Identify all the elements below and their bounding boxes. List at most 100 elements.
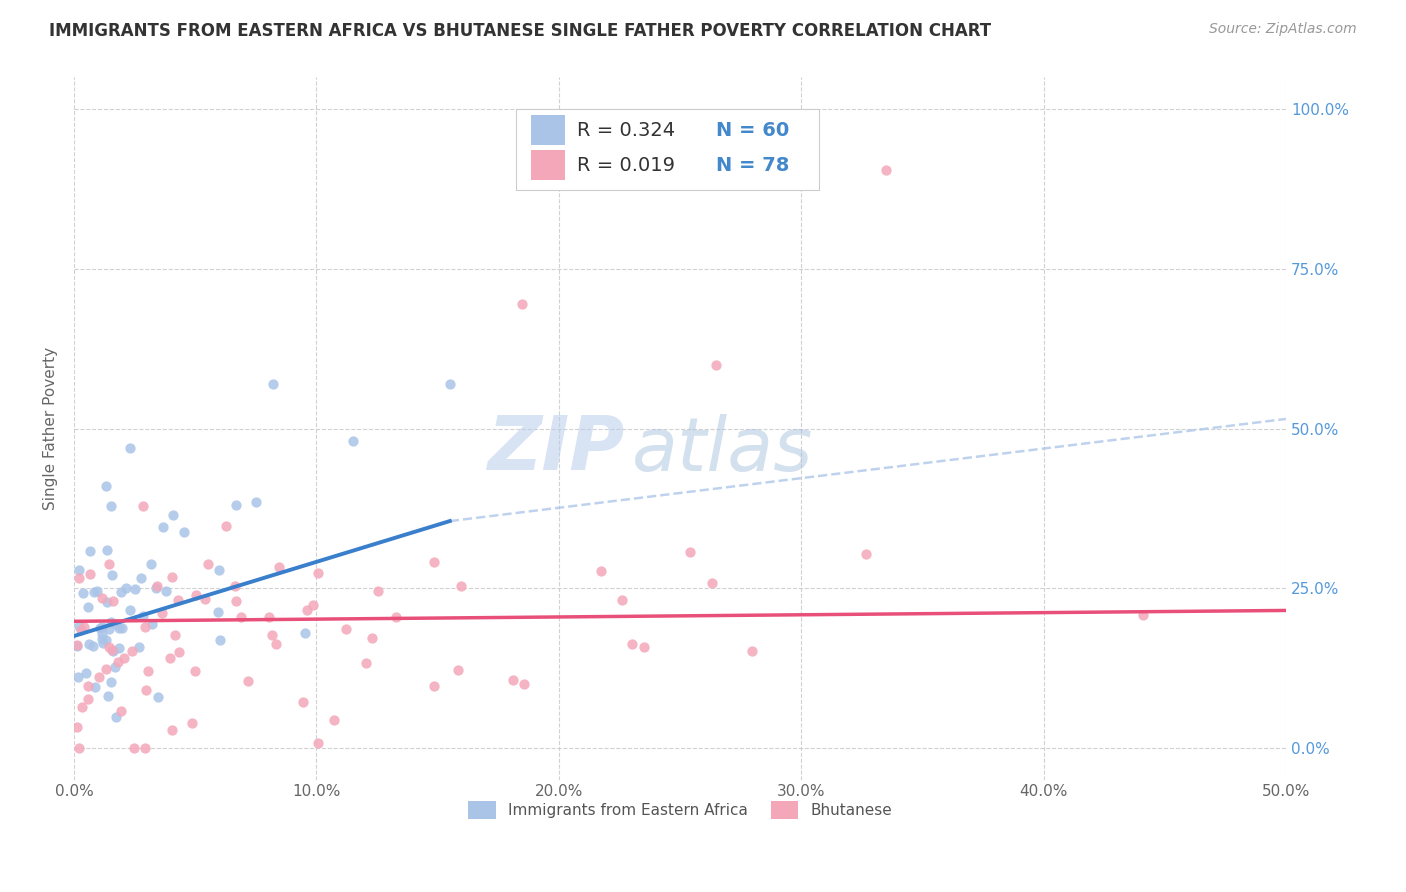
- Point: [224, 579, 246, 593]
- Point: [194, 592, 217, 607]
- Text: N = 60: N = 60: [717, 120, 790, 140]
- Point: [236, 673, 259, 688]
- Point: [361, 631, 384, 645]
- Point: [160, 723, 183, 737]
- Point: [77, 679, 100, 693]
- Point: [100, 674, 122, 689]
- Point: [269, 559, 291, 574]
- FancyBboxPatch shape: [531, 115, 565, 145]
- Point: [103, 643, 125, 657]
- Point: [439, 376, 461, 391]
- Point: [87, 670, 110, 684]
- Point: [633, 640, 655, 654]
- Point: [741, 643, 763, 657]
- Y-axis label: Single Father Poverty: Single Father Poverty: [44, 347, 58, 510]
- Legend: Immigrants from Eastern Africa, Bhutanese: Immigrants from Eastern Africa, Bhutanes…: [463, 795, 898, 824]
- Point: [292, 695, 315, 709]
- Point: [155, 583, 177, 598]
- Point: [385, 609, 408, 624]
- Point: [257, 610, 280, 624]
- Point: [128, 640, 150, 654]
- Point: [101, 568, 124, 582]
- Point: [679, 544, 702, 558]
- Point: [75, 666, 97, 681]
- Point: [502, 673, 524, 687]
- Point: [114, 650, 136, 665]
- Point: [124, 582, 146, 596]
- Text: Source: ZipAtlas.com: Source: ZipAtlas.com: [1209, 22, 1357, 37]
- Point: [610, 593, 633, 607]
- Point: [96, 633, 118, 648]
- Point: [342, 434, 364, 449]
- Point: [96, 595, 118, 609]
- Point: [94, 479, 117, 493]
- Point: [79, 544, 101, 558]
- Point: [215, 518, 238, 533]
- Point: [162, 508, 184, 522]
- Point: [97, 689, 120, 703]
- Point: [159, 651, 181, 665]
- Point: [225, 498, 247, 512]
- Point: [146, 579, 169, 593]
- Point: [512, 297, 534, 311]
- Point: [98, 622, 121, 636]
- Point: [98, 640, 121, 654]
- Point: [90, 632, 112, 647]
- Point: [150, 606, 173, 620]
- Point: [262, 376, 284, 391]
- Point: [96, 542, 118, 557]
- Point: [94, 662, 117, 676]
- Point: [423, 679, 446, 693]
- Point: [73, 620, 96, 634]
- Text: N = 78: N = 78: [717, 156, 790, 175]
- Text: R = 0.324: R = 0.324: [576, 120, 675, 140]
- Point: [67, 563, 90, 577]
- Point: [65, 720, 87, 734]
- Point: [197, 558, 219, 572]
- Point: [91, 636, 114, 650]
- Point: [132, 500, 155, 514]
- Point: [118, 602, 141, 616]
- Point: [101, 642, 124, 657]
- Point: [301, 598, 323, 612]
- Point: [91, 627, 114, 641]
- Point: [72, 585, 94, 599]
- Point: [160, 570, 183, 584]
- Point: [447, 663, 470, 677]
- Point: [124, 740, 146, 755]
- Point: [89, 621, 111, 635]
- Point: [77, 600, 100, 615]
- Point: [148, 690, 170, 704]
- Point: [512, 676, 534, 690]
- Point: [100, 499, 122, 513]
- FancyBboxPatch shape: [531, 151, 565, 180]
- Point: [229, 610, 252, 624]
- Point: [79, 567, 101, 582]
- Point: [129, 571, 152, 585]
- Text: ZIP: ZIP: [488, 413, 626, 486]
- Point: [69, 623, 91, 637]
- Point: [105, 710, 128, 724]
- Point: [208, 563, 231, 577]
- Point: [136, 664, 159, 678]
- Point: [307, 736, 329, 750]
- Point: [173, 524, 195, 539]
- Point: [181, 716, 204, 731]
- Point: [67, 670, 90, 684]
- Point: [167, 645, 190, 659]
- Text: atlas: atlas: [631, 414, 813, 485]
- Point: [183, 664, 205, 678]
- Point: [367, 583, 389, 598]
- Point: [110, 704, 132, 718]
- Point: [208, 633, 231, 648]
- Point: [264, 637, 287, 651]
- Point: [207, 605, 229, 619]
- Point: [134, 740, 156, 755]
- Point: [82, 639, 104, 653]
- Point: [354, 656, 377, 670]
- Point: [107, 655, 129, 669]
- Point: [77, 692, 100, 706]
- Point: [105, 617, 128, 632]
- Point: [450, 579, 472, 593]
- Point: [100, 615, 122, 629]
